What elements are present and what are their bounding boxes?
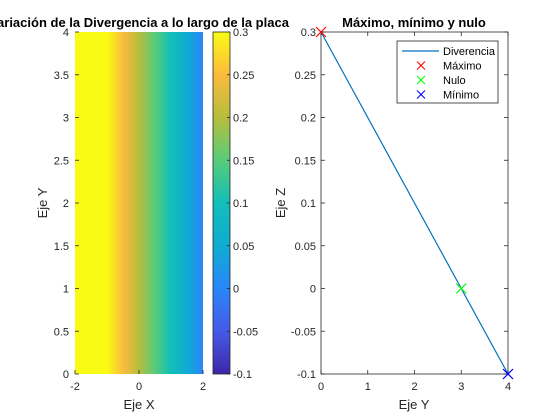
line-xtick-label: 3 [458,381,464,393]
line-ylabel: Eje Z [273,188,288,218]
colorbar-tick-label: 0.1 [233,198,248,210]
heatmap-image [75,32,203,374]
legend-label: Diverencia [443,46,496,58]
colorbar-tick-label: 0.15 [233,155,254,167]
colorbar-tick-label: 0.3 [233,27,248,39]
heatmap-panel: Variación de la Divergencia a lo largo d… [0,15,290,412]
legend-label: Máximo [443,61,482,73]
line-title: Máximo, mínimo y nulo [342,15,486,30]
heatmap-ytick-label: 1.5 [54,241,69,253]
line-ytick-label: -0.1 [297,369,316,381]
line-xtick-label: 0 [318,381,324,393]
line-ytick-label: 0.05 [295,241,316,253]
heatmap-axes: -2 0 200.511.522.533.54 [54,27,206,393]
marker-maximo [315,26,327,38]
line-ytick-label: 0.1 [301,198,316,210]
line-axes: 0 1 2 3 4 0.3 0.25 0.2 0.15 0.1 0.05 0 -0.05 -0.1 [291,27,511,393]
line-ytick-label: 0.3 [301,27,316,39]
marker-minimo [502,368,514,380]
line-ytick-label: 0 [310,284,316,296]
legend-label: Nulo [443,75,466,87]
heatmap-xtick-label: 2 [200,381,206,393]
line-xtick-label: 4 [505,381,511,393]
line-ytick-label: 0.25 [295,70,316,82]
colorbar-tick-label: 0.2 [233,113,248,125]
line-xtick-label: 1 [365,381,371,393]
line-xlabel: Eje Y [399,397,430,412]
heatmap-ytick-label: 4 [63,27,69,39]
heatmap-xlabel: Eje X [123,397,154,412]
heatmap-ytick-label: 1 [63,284,69,296]
legend-swatch-marker [416,75,426,85]
heatmap-title: Variación de la Divergencia a lo largo d… [0,15,290,30]
heatmap-ytick-label: 0 [63,369,69,381]
marker-nulo [455,283,467,294]
colorbar-ticks: 0.3 0.25 0.2 0.15 0.1 0.05 0 -0.05 -0.1 [227,27,258,381]
heatmap-ytick-label: 2.5 [54,155,69,167]
legend: Diverencia Máximo Nulo Mínimo [396,40,499,104]
line-ytick-label: 0.2 [301,113,316,125]
heatmap-ytick-label: 3 [63,113,69,125]
line-panel: Máximo, mínimo y nulo 0 1 2 3 4 0.3 0.25 0.2 0.1… [273,15,514,412]
colorbar-tick-label: -0.1 [233,369,252,381]
line-ytick-label: 0.15 [295,155,316,167]
heatmap-xtick-label: -2 [70,381,80,393]
legend-label: Mínimo [443,90,479,102]
colorbar-tick-label: 0.25 [233,70,254,82]
colorbar-tick-label: 0 [233,284,239,296]
heatmap-xtick-label: 0 [136,381,142,393]
legend-swatch-marker [416,61,426,70]
line-ytick-label: -0.05 [291,326,316,338]
heatmap-ytick-label: 3.5 [54,70,69,82]
colorbar-tick-label: -0.05 [233,326,258,338]
heatmap-ytick-label: 2 [63,198,69,210]
line-xtick-label: 2 [411,381,417,393]
series-line-diverencia [320,31,509,375]
legend-swatch-marker [416,90,426,99]
colorbar-tick-label: 0.05 [233,241,254,253]
heatmap-ytick-label: 0.5 [54,326,69,338]
line-marks [315,26,514,380]
heatmap-ylabel: Eje Y [35,187,50,218]
